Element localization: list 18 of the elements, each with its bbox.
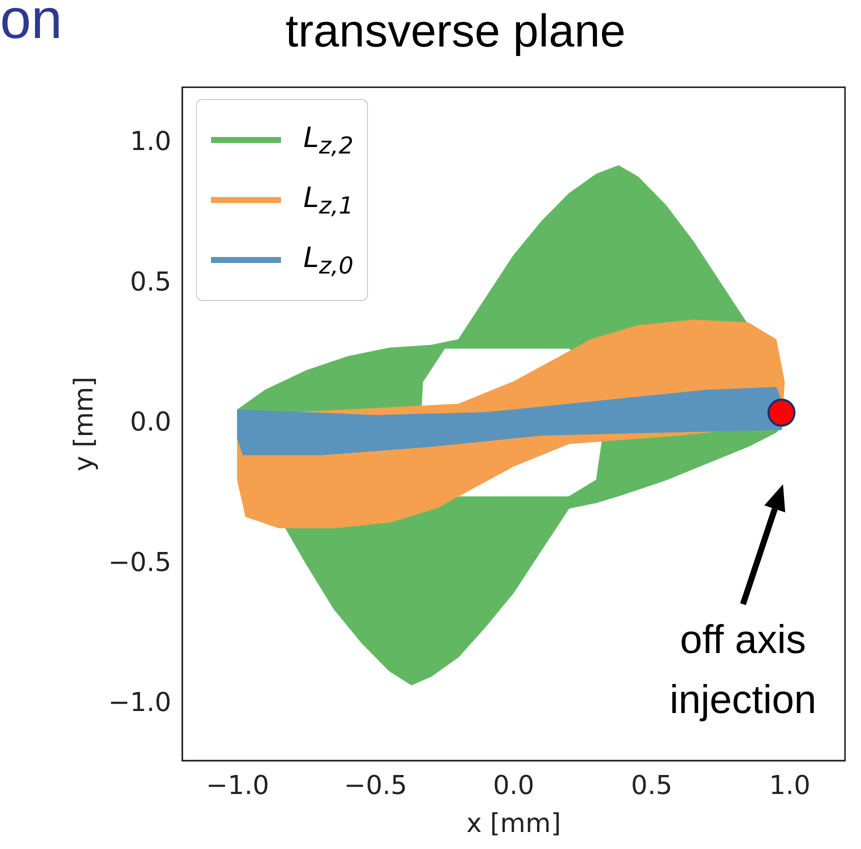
x-tick-label: −0.5 (344, 770, 408, 801)
text: on (0, 0, 62, 51)
annotation: off axis injection (668, 617, 818, 724)
legend-label: L$_{z,1}$ (303, 180, 354, 220)
x-tick-label: 0.0 (492, 770, 534, 801)
x-tick-label: −1.0 (206, 770, 270, 801)
y-tick-label: 1.0 (130, 127, 172, 158)
x-tick-label: 0.5 (631, 770, 672, 801)
legend-label: L$_{z,2}$ (303, 120, 354, 160)
y-tick-label: 0.0 (130, 408, 172, 438)
x-axis-title: x [mm] (466, 809, 561, 840)
y-tick-label: −1.0 (108, 688, 172, 718)
legend-label: L$_{z,0}$ (303, 240, 354, 280)
chart-title: transverse plane (285, 4, 626, 56)
x-tick-label: 1.0 (769, 770, 810, 801)
y-tick-label: −0.5 (108, 548, 172, 578)
y-tick-label: 0.5 (130, 267, 172, 298)
y-axis-title: y [mm] (69, 376, 100, 472)
